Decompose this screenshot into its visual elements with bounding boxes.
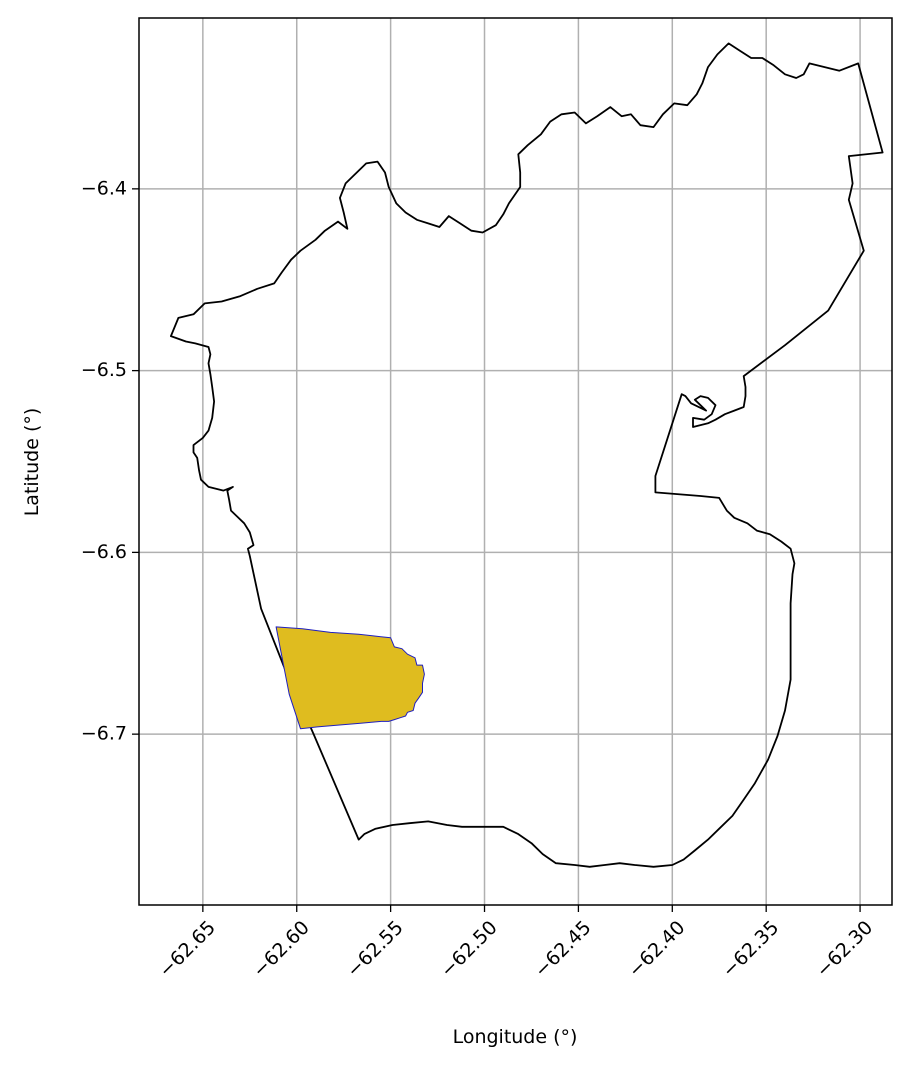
- y-tick-label: −6.6: [81, 541, 127, 563]
- x-tick-label: −62.35: [718, 917, 783, 982]
- x-tick-label: −62.40: [624, 917, 689, 982]
- highlighted-area: [275, 626, 425, 730]
- plot-frame: [138, 17, 893, 906]
- grid-lines: [139, 18, 892, 905]
- outer-boundary: [170, 42, 884, 868]
- map-shapes: [170, 42, 884, 868]
- y-axis-ticks: −6.4 −6.5 −6.6 −6.7: [81, 177, 139, 745]
- x-tick-label: −62.50: [436, 917, 501, 982]
- y-tick-label: −6.5: [81, 359, 127, 381]
- y-tick-label: −6.7: [81, 723, 127, 745]
- y-axis-label: Latitude (°): [21, 408, 43, 517]
- x-tick-label: −62.60: [249, 917, 314, 982]
- x-tick-label: −62.55: [342, 917, 407, 982]
- x-tick-label: −62.65: [155, 917, 220, 982]
- x-tick-label: −62.45: [530, 917, 595, 982]
- x-axis-label: Longitude (°): [453, 1026, 578, 1048]
- x-axis-ticks: −62.65 −62.60 −62.55 −62.50 −62.45 −62.40 −62.…: [155, 905, 877, 982]
- x-tick-label: −62.30: [812, 917, 877, 982]
- y-tick-label: −6.4: [81, 177, 127, 199]
